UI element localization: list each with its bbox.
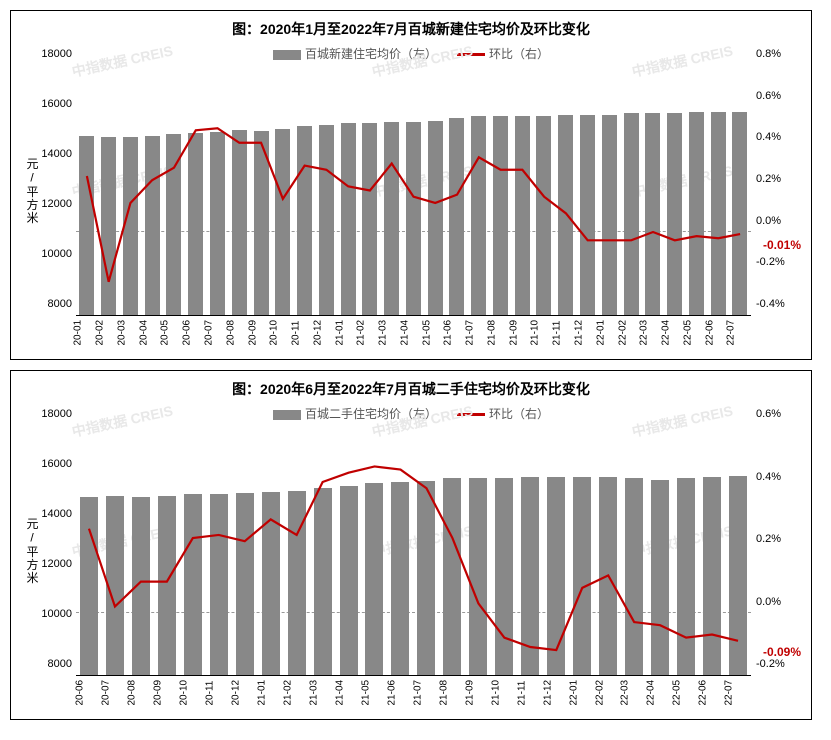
y1-tick: 10000 [41, 248, 72, 260]
chart1-title: 图：2020年1月至2022年7月百城新建住宅均价及环比变化 [16, 19, 806, 39]
y2-ticks: -0.4%-0.2%0.0%0.2%0.4%0.6%0.8% [754, 66, 796, 316]
y1-tick: 14000 [41, 508, 72, 520]
legend-bar-label: 百城新建住宅均价（左） [305, 47, 437, 61]
y2-tick: 0.4% [756, 471, 781, 483]
legend-bar: 百城新建住宅均价（左） [273, 45, 437, 62]
legend-line: 环比（右） [457, 45, 549, 62]
chart1-legend: 百城新建住宅均价（左） 环比（右） [16, 45, 806, 62]
y1-tick: 16000 [41, 458, 72, 470]
legend-bar-swatch [273, 410, 301, 420]
y2-tick: -0.2% [756, 658, 785, 670]
trend-line [89, 466, 738, 650]
trend-line [87, 128, 740, 282]
y2-tick: 0.0% [756, 215, 781, 227]
y2-tick: 0.6% [756, 90, 781, 102]
legend-line-label: 环比（右） [489, 47, 549, 61]
legend-line-label: 环比（右） [489, 407, 549, 421]
y1-ticks: 80001000012000140001600018000 [38, 66, 74, 316]
y1-tick: 14000 [41, 148, 72, 160]
y2-tick: 0.2% [756, 173, 781, 185]
y1-tick: 18000 [41, 48, 72, 60]
y2-tick: -0.2% [756, 256, 785, 268]
chart-1-container: 中指数据 CREIS中指数据 CREIS中指数据 CREIS中指数据 CREIS… [10, 10, 812, 360]
y1-tick: 12000 [41, 198, 72, 210]
x-ticks: 20-0620-0720-0820-0920-1020-1120-1221-01… [76, 680, 751, 714]
chart2-legend: 百城二手住宅均价（左） 环比（右） [16, 405, 806, 422]
y2-ticks: -0.2%0.0%0.2%0.4%0.6% [754, 426, 796, 676]
chart2-plot: 元/平方米80001000012000140001600018000-0.2%0… [76, 426, 751, 676]
y1-tick: 18000 [41, 408, 72, 420]
line-end-label: -0.09% [763, 645, 801, 659]
y2-tick: 0.8% [756, 48, 781, 60]
plot-area: -0.01% [76, 66, 751, 316]
legend-line: 环比（右） [457, 405, 549, 422]
legend-line-swatch [457, 413, 485, 416]
legend-bar-label: 百城二手住宅均价（左） [305, 407, 437, 421]
legend-bar-swatch [273, 50, 301, 60]
y1-tick: 8000 [48, 298, 72, 310]
y1-tick: 8000 [48, 658, 72, 670]
y1-ticks: 80001000012000140001600018000 [38, 426, 74, 676]
x-tick: 22-07 [721, 689, 755, 706]
y1-tick: 12000 [41, 558, 72, 570]
chart2-title: 图：2020年6月至2022年7月百城二手住宅均价及环比变化 [16, 379, 806, 399]
x-tick: 22-07 [723, 329, 757, 346]
legend-bar: 百城二手住宅均价（左） [273, 405, 437, 422]
y1-tick: 16000 [41, 98, 72, 110]
y2-tick: 0.4% [756, 131, 781, 143]
line-series [76, 426, 751, 675]
x-ticks: 20-0120-0220-0320-0420-0520-0620-0720-08… [76, 320, 751, 354]
y2-tick: 0.6% [756, 408, 781, 420]
line-series [76, 66, 751, 315]
chart-2-container: 中指数据 CREIS中指数据 CREIS中指数据 CREIS中指数据 CREIS… [10, 370, 812, 720]
chart1-plot: 元/平方米80001000012000140001600018000-0.4%-… [76, 66, 751, 316]
y2-tick: 0.2% [756, 533, 781, 545]
legend-line-swatch [457, 53, 485, 56]
line-end-label: -0.01% [763, 238, 801, 252]
y2-tick: -0.4% [756, 298, 785, 310]
y1-tick: 10000 [41, 608, 72, 620]
plot-area: -0.09% [76, 426, 751, 676]
y2-tick: 0.0% [756, 596, 781, 608]
